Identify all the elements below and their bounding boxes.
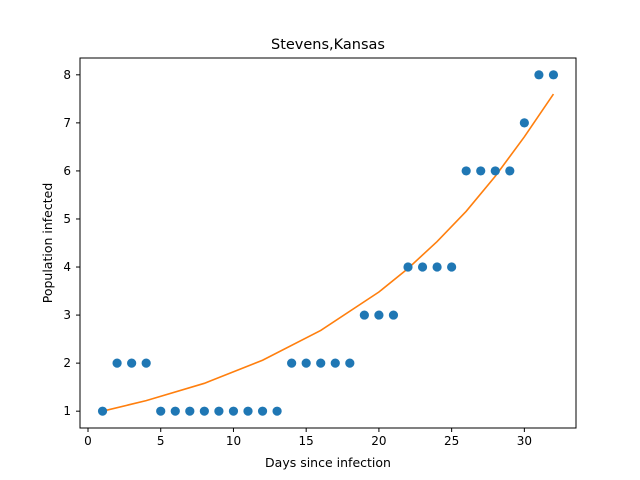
x-axis-ticks: 0 5 10 15 20 25 30 xyxy=(84,428,532,448)
data-point xyxy=(548,70,559,80)
chart-title: Stevens,Kansas xyxy=(271,37,385,53)
y-tick-label: 2 xyxy=(63,356,71,370)
data-point xyxy=(447,262,457,272)
data-point xyxy=(141,358,151,368)
data-point xyxy=(476,166,486,176)
data-point xyxy=(403,262,413,272)
data-point xyxy=(505,166,515,176)
data-point xyxy=(490,166,500,176)
data-point xyxy=(345,358,355,368)
y-axis-ticks: 1 2 3 4 5 6 7 8 xyxy=(63,68,80,418)
data-point xyxy=(301,358,311,368)
axes-frame xyxy=(79,57,577,429)
data-point xyxy=(388,310,399,320)
data-point xyxy=(185,406,195,416)
data-point xyxy=(461,166,471,176)
y-axis-label: Population infected xyxy=(40,183,55,304)
data-point xyxy=(417,262,428,272)
data-point xyxy=(199,406,209,416)
plot-area xyxy=(97,70,559,416)
y-tick-label: 5 xyxy=(63,212,71,226)
y-tick-label: 1 xyxy=(63,404,71,418)
x-tick-label: 25 xyxy=(444,434,459,448)
data-point xyxy=(272,406,282,416)
y-tick-label: 8 xyxy=(63,68,71,82)
data-point xyxy=(257,406,268,416)
x-tick-label: 10 xyxy=(226,434,241,448)
y-tick-label: 3 xyxy=(63,308,71,322)
data-point xyxy=(534,70,544,80)
data-point xyxy=(519,118,529,128)
y-tick-label: 7 xyxy=(63,116,71,130)
x-tick-label: 15 xyxy=(299,434,314,448)
data-point xyxy=(374,310,384,320)
data-point xyxy=(243,406,253,416)
fit-curve-line xyxy=(102,93,555,412)
x-tick-label: 30 xyxy=(517,434,532,448)
data-point xyxy=(432,262,442,272)
data-point xyxy=(170,406,180,416)
y-tick-label: 6 xyxy=(63,164,71,178)
data-point xyxy=(127,358,137,368)
data-point xyxy=(156,406,166,416)
data-point xyxy=(112,358,122,368)
x-tick-label: 20 xyxy=(371,434,386,448)
y-tick-label: 4 xyxy=(63,260,71,274)
x-tick-label: 5 xyxy=(157,434,165,448)
data-point xyxy=(330,358,340,368)
x-axis-label: Days since infection xyxy=(265,455,391,470)
data-point xyxy=(359,310,369,320)
data-point xyxy=(316,358,326,368)
x-tick-label: 0 xyxy=(84,434,92,448)
data-point xyxy=(214,406,224,416)
data-point xyxy=(97,406,108,416)
data-point xyxy=(287,358,297,368)
data-point xyxy=(228,406,239,416)
